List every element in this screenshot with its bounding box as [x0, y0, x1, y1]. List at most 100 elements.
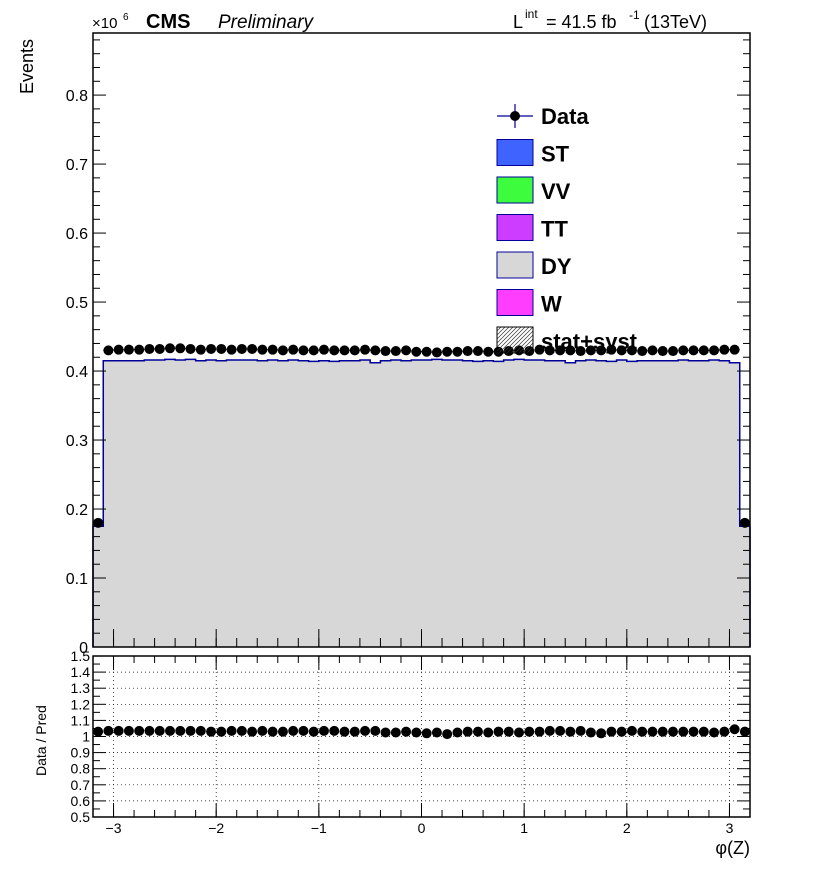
data-point — [288, 344, 299, 355]
data-point — [462, 346, 473, 357]
ratio-x-label: φ(Z) — [715, 838, 750, 858]
dy-bar — [647, 360, 659, 647]
data-point — [247, 343, 258, 354]
data-point — [164, 343, 175, 354]
data-point — [596, 345, 607, 356]
ratio-point — [719, 726, 730, 737]
lumi-energy: (13TeV) — [644, 12, 707, 32]
ratio-point — [93, 726, 104, 737]
dy-bar — [134, 360, 145, 647]
dy-bar — [667, 360, 679, 647]
ratio-point — [709, 727, 720, 738]
dy-bar — [380, 360, 392, 647]
dy-bar — [205, 360, 217, 647]
ratio-point — [370, 725, 381, 736]
dy-bar — [400, 360, 412, 647]
dy-bar — [585, 360, 597, 647]
dy-bar — [534, 360, 546, 647]
y-exponent-power: 6 — [123, 12, 129, 23]
dy-bar — [359, 360, 371, 647]
data-point — [647, 345, 658, 356]
data-point — [185, 343, 196, 354]
dy-bar — [164, 359, 176, 647]
ratio-y-tick-label: 0.9 — [71, 745, 91, 761]
y-tick-label: 0.8 — [66, 88, 88, 105]
ratio-point — [544, 725, 555, 736]
ratio-point — [739, 726, 750, 737]
data-point — [452, 346, 463, 357]
data-point — [134, 344, 145, 355]
ratio-point — [678, 726, 689, 737]
dy-bar — [596, 360, 607, 647]
ratio-point — [575, 725, 586, 736]
legend-label-data: Data — [541, 104, 589, 129]
dy-bar — [442, 360, 453, 647]
dy-bar — [236, 360, 248, 647]
data-point — [421, 346, 432, 357]
data-point — [349, 345, 360, 356]
dy-bar — [739, 526, 751, 647]
ratio-point — [503, 726, 514, 737]
legend-data-marker — [510, 111, 520, 121]
data-point — [277, 345, 288, 356]
data-point — [226, 344, 237, 355]
ratio-y-tick-label: 1.1 — [71, 712, 91, 728]
ratio-point — [688, 726, 699, 737]
ratio-x-tick-label: 0 — [418, 820, 426, 836]
legend-swatch-dy — [496, 251, 534, 279]
data-point — [390, 346, 401, 357]
ratio-point — [534, 726, 545, 737]
dy-bar — [637, 360, 648, 647]
data-point — [688, 345, 699, 356]
dy-bar — [246, 360, 258, 647]
legend-hatch-swatch — [496, 326, 534, 354]
ratio-point — [298, 725, 309, 736]
data-point — [175, 343, 186, 354]
data-point — [709, 345, 720, 356]
ratio-point — [318, 725, 329, 736]
ratio-point — [483, 727, 494, 738]
data-point — [370, 345, 381, 356]
ratio-point — [452, 727, 463, 738]
ratio-y-tick-label: 0.7 — [71, 777, 91, 793]
dy-bar — [524, 360, 535, 647]
data-point — [113, 344, 124, 355]
ratio-x-tick-label: 2 — [623, 820, 631, 836]
dy-bar — [472, 361, 484, 647]
ratio-point — [380, 727, 391, 738]
lumi-minus1: -1 — [629, 8, 640, 22]
dy-bar — [565, 362, 576, 647]
ratio-point — [442, 729, 453, 740]
dy-bar — [318, 360, 330, 647]
y-tick-label: 0.3 — [66, 433, 88, 450]
dy-bar — [411, 360, 422, 647]
ratio-point — [134, 725, 145, 736]
ratio-point — [729, 724, 740, 735]
data-point — [123, 344, 134, 355]
ratio-x-tick-label: −3 — [106, 820, 122, 836]
ratio-x-axis: −3 −2 −1 0 1 2 3 — [92, 656, 751, 836]
legend-label-vv: VV — [541, 179, 571, 204]
dy-bar — [698, 360, 710, 647]
dy-bar — [688, 360, 700, 647]
data-point — [144, 343, 155, 354]
cms-label: CMS — [146, 11, 190, 33]
ratio-x-tick-label: −2 — [208, 820, 224, 836]
ratio-point — [206, 726, 217, 737]
ratio-point — [185, 725, 196, 736]
ratio-point — [657, 726, 668, 737]
ratio-x-tick-label: 3 — [726, 820, 734, 836]
dy-bar — [349, 360, 361, 647]
ratio-point — [647, 726, 658, 737]
data-point — [411, 346, 422, 357]
ratio-point — [493, 726, 504, 737]
data-point — [637, 346, 648, 357]
legend-label-tt: TT — [541, 217, 568, 242]
main-x-axis-ticks — [92, 629, 751, 647]
data-point — [195, 344, 206, 355]
ratio-point — [349, 726, 360, 737]
ratio-y-tick-label: 0.8 — [71, 761, 91, 777]
data-point — [360, 344, 371, 355]
data-point — [103, 345, 114, 356]
